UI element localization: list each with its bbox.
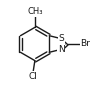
Text: Cl: Cl — [29, 72, 38, 81]
Text: S: S — [58, 34, 64, 43]
Text: CH₃: CH₃ — [27, 7, 43, 16]
Text: N: N — [58, 45, 65, 54]
Text: Br: Br — [80, 40, 90, 48]
